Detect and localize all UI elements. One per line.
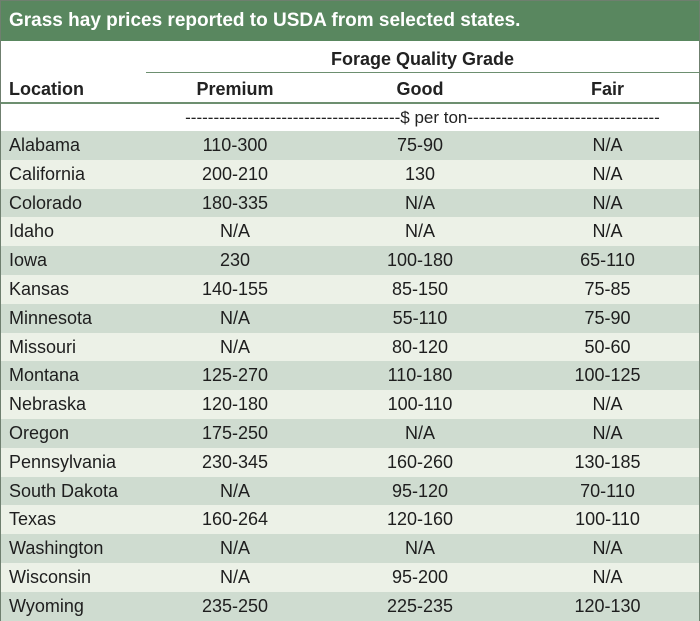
table-row: California 200-210 130 N/A — [1, 159, 699, 189]
cell-good: 80-120 — [391, 336, 449, 357]
cell-premium: N/A — [219, 480, 250, 501]
cell-location: Pennsylvania — [9, 451, 117, 472]
cell-fair: N/A — [592, 422, 623, 443]
cell-location: Minnesota — [9, 307, 93, 328]
cell-good: N/A — [404, 538, 435, 559]
cell-location: Wyoming — [9, 595, 84, 616]
table-row: Texas 160-264 120-160 100-110 — [1, 505, 699, 535]
group-header-forage-quality: Forage Quality Grade — [330, 49, 515, 69]
cell-good: 95-200 — [391, 566, 449, 587]
cell-location: Montana — [9, 365, 80, 386]
table-row: Colorado 180-335 N/A N/A — [1, 188, 699, 218]
cell-premium: N/A — [219, 538, 250, 559]
cell-fair: N/A — [592, 566, 623, 587]
cell-fair: 50-60 — [584, 336, 631, 357]
cell-good: 160-260 — [386, 451, 454, 472]
unit-label: --------------------------------------$ … — [185, 108, 660, 127]
table-body: Alabama 110-300 75-90 N/A California 200-210 1… — [1, 131, 699, 621]
cell-good: 95-120 — [391, 480, 449, 501]
cell-premium: 200-210 — [201, 163, 269, 184]
cell-fair: N/A — [592, 135, 623, 155]
cell-premium: 175-250 — [201, 422, 269, 443]
cell-fair: N/A — [592, 221, 623, 242]
cell-premium: 120-180 — [201, 394, 269, 415]
cell-premium: N/A — [219, 336, 250, 357]
cell-premium: 125-270 — [201, 365, 269, 386]
cell-premium: N/A — [219, 566, 250, 587]
cell-location: Missouri — [9, 336, 77, 357]
column-header-fair: Fair — [590, 79, 624, 99]
table-title: Grass hay prices reported to USDA from s… — [1, 1, 699, 41]
cell-fair: 120-130 — [574, 595, 641, 616]
cell-location: Kansas — [9, 278, 70, 299]
cell-premium: 160-264 — [201, 509, 269, 530]
header-bottom-rule — [1, 102, 699, 104]
table-row: Idaho N/A N/A N/A — [1, 217, 699, 247]
cell-fair: 100-110 — [575, 509, 640, 530]
cell-location: Iowa — [9, 250, 48, 271]
cell-good: 225-235 — [386, 595, 454, 616]
cell-location: Oregon — [9, 422, 70, 443]
cell-fair: N/A — [592, 538, 623, 559]
cell-fair: N/A — [592, 163, 623, 184]
cell-location: Wisconsin — [9, 566, 92, 587]
cell-location: Idaho — [9, 221, 55, 242]
table-row: Montana 125-270 110-180 100-125 — [1, 361, 699, 391]
cell-location: Colorado — [9, 192, 83, 213]
cell-premium: 230 — [219, 250, 251, 271]
table-row: Alabama 110-300 75-90 N/A — [1, 131, 699, 160]
table-header: Forage Quality Grade Location Premium Go… — [1, 41, 699, 103]
cell-premium: N/A — [219, 221, 250, 242]
table-row: Wyoming 235-250 225-235 120-130 — [1, 591, 699, 621]
cell-fair: 75-90 — [584, 307, 631, 328]
cell-location: South Dakota — [9, 480, 119, 501]
cell-good: 100-180 — [386, 250, 454, 271]
table-row: Nebraska 120-180 100-110 N/A — [1, 390, 699, 419]
cell-location: Washington — [9, 538, 104, 559]
cell-premium: 140-155 — [201, 278, 269, 299]
table-row: Kansas 140-155 85-150 75-85 — [1, 274, 699, 304]
group-header-rule — [146, 72, 699, 73]
table-row: Washington N/A N/A N/A — [1, 534, 699, 563]
cell-premium: 110-300 — [202, 135, 268, 155]
table-row: Oregon 175-250 N/A N/A — [1, 418, 699, 448]
column-header-premium: Premium — [196, 79, 274, 99]
table-row: Iowa 230 100-180 65-110 — [1, 246, 699, 275]
cell-good: 85-150 — [391, 278, 449, 299]
cell-good: 120-160 — [386, 509, 454, 530]
cell-premium: N/A — [219, 307, 250, 328]
table-row: Minnesota N/A 55-110 75-90 — [1, 303, 699, 333]
cell-fair: 130-185 — [574, 451, 641, 472]
cell-location: Alabama — [9, 135, 81, 155]
cell-good: 130 — [404, 163, 436, 184]
table-row: Wisconsin N/A 95-200 N/A — [1, 562, 699, 592]
cell-good: N/A — [404, 422, 435, 443]
cell-good: 100-110 — [387, 394, 453, 415]
cell-good: N/A — [404, 192, 435, 213]
table-row: South Dakota N/A 95-120 70-110 — [1, 476, 699, 506]
cell-location: California — [9, 163, 86, 184]
cell-good: 110-180 — [387, 365, 453, 386]
table-row: Missouri N/A 80-120 50-60 — [1, 332, 699, 362]
cell-good: N/A — [404, 221, 435, 242]
cell-location: Texas — [9, 509, 57, 530]
column-header-good: Good — [396, 79, 444, 99]
cell-fair: N/A — [592, 192, 623, 213]
column-header-location: Location — [9, 79, 84, 99]
cell-fair: N/A — [592, 394, 623, 415]
cell-fair: 75-85 — [584, 278, 631, 299]
cell-good: 55-110 — [392, 307, 448, 328]
cell-location: Nebraska — [9, 394, 87, 415]
cell-good: 75-90 — [396, 135, 444, 155]
cell-fair: 100-125 — [574, 365, 641, 386]
cell-premium: 180-335 — [201, 192, 269, 213]
cell-premium: 230-345 — [201, 451, 269, 472]
cell-fair: 70-110 — [580, 480, 635, 501]
cell-premium: 235-250 — [201, 595, 269, 616]
table-row: Pennsylvania 230-345 160-260 130-185 — [1, 447, 699, 477]
cell-fair: 65-110 — [580, 250, 635, 271]
unit-row: --------------------------------------$ … — [1, 104, 699, 131]
